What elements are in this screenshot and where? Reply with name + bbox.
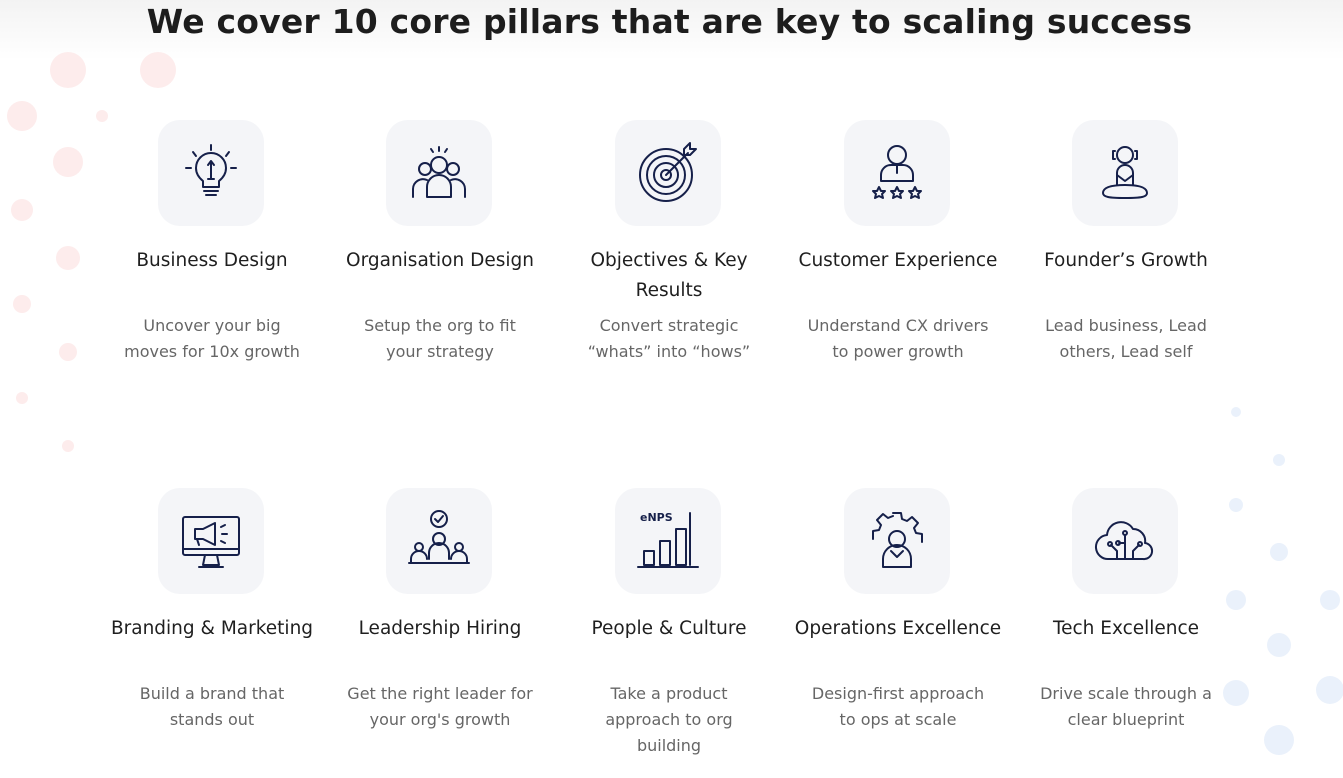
megaphone-monitor-icon (182, 516, 240, 568)
icon-tile (615, 120, 721, 226)
icon-tile (158, 488, 264, 594)
pillar-card-tech-excellence[interactable]: Tech Excellence Drive scale through a cl… (1012, 488, 1240, 778)
pillar-title: Business Design (136, 250, 288, 271)
pillar-card-customer-experience[interactable]: Customer Experience Understand CX driver… (784, 120, 1012, 410)
pillar-title: Branding & Marketing (110, 618, 314, 639)
pillar-description: Setup the org to fit your strategy (364, 316, 516, 361)
customer-rating-icon (872, 145, 922, 199)
pillar-description: Understand CX drivers to power growth (807, 316, 989, 361)
pillar-description: Build a brand that stands out (139, 684, 285, 729)
lightbulb-icon (185, 144, 237, 196)
pillar-description: Design-first approach to ops at scale (811, 684, 985, 729)
pillar-card-leadership-hiring[interactable]: Leadership Hiring Get the right leader f… (326, 488, 554, 778)
pillar-title: Customer Experience (798, 250, 998, 271)
header-background (0, 0, 1343, 60)
pillar-title: Tech Excellence (1052, 618, 1200, 639)
icon-tile (1072, 120, 1178, 226)
pillar-description: Get the right leader for your org's grow… (347, 684, 533, 729)
pillar-description: Lead business, Lead others, Lead self (1045, 316, 1207, 361)
meditation-icon (1102, 146, 1148, 199)
pillar-card-operations-excellence[interactable]: Operations Excellence Design-first appro… (784, 488, 1012, 778)
pillar-card-okr[interactable]: Objectives & Key Results Convert strateg… (555, 120, 783, 410)
pillar-description: Drive scale through a clear blueprint (1040, 684, 1212, 729)
pillar-description: Uncover your big moves for 10x growth (124, 316, 300, 361)
pillar-title: Founder’s Growth (1044, 250, 1208, 271)
pillar-card-organisation-design[interactable]: Organisation Design Setup the org to fit… (326, 120, 554, 410)
icon-tile (844, 120, 950, 226)
enps-label: eNPS (640, 511, 673, 524)
target-icon (639, 142, 697, 202)
pillar-title: Objectives & Key Results (590, 250, 748, 301)
icon-tile (386, 120, 492, 226)
pillar-card-business-design[interactable]: Business Design Uncover your big moves f… (98, 120, 326, 410)
pillar-title: People & Culture (591, 618, 747, 639)
icon-tile (158, 120, 264, 226)
interview-icon (408, 510, 470, 564)
icon-tile (386, 488, 492, 594)
pillar-description: Convert strategic “whats” into “hows” (587, 316, 751, 361)
team-icon (412, 146, 466, 198)
pillar-title: Leadership Hiring (358, 618, 522, 639)
pillar-card-people-culture[interactable]: eNPS People & Culture Take a product app… (555, 488, 783, 778)
pillar-card-founders-growth[interactable]: Founder’s Growth Lead business, Lead oth… (1012, 120, 1240, 410)
cloud-circuit-icon (1095, 521, 1154, 561)
enps-chart-icon: eNPS (637, 511, 699, 568)
pillar-title: Organisation Design (346, 250, 534, 271)
icon-tile (1072, 488, 1178, 594)
page-title: We cover 10 core pillars that are key to… (146, 2, 1193, 41)
icon-tile: eNPS (615, 488, 721, 594)
icon-tile (844, 488, 950, 594)
gear-person-icon (872, 512, 923, 568)
pillar-description: Take a product approach to org building (605, 684, 733, 755)
pillar-title: Operations Excellence (794, 618, 1002, 639)
pillar-card-branding-marketing[interactable]: Branding & Marketing Build a brand that … (98, 488, 326, 778)
